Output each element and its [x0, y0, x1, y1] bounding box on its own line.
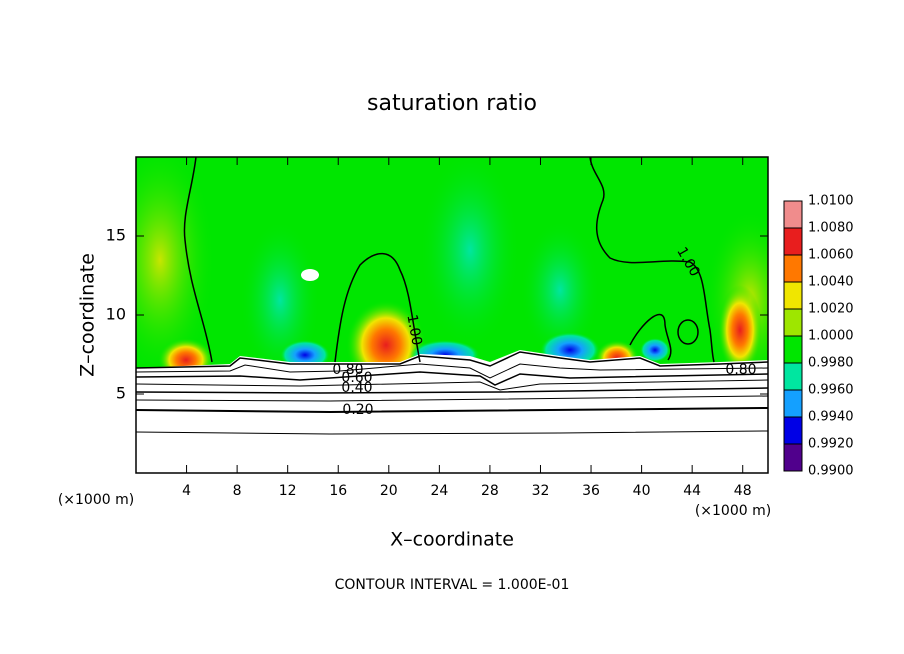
field-warm: [136, 157, 215, 380]
x-tick-label: 44: [683, 483, 701, 499]
y-axis-label: Z–coordinate: [77, 253, 99, 377]
contour-label: 0.60: [341, 370, 372, 386]
colorbar-label: 0.9980: [808, 356, 854, 371]
y-tick-label: 5: [116, 384, 126, 403]
field-cool: [240, 220, 320, 380]
colorbar-band: [784, 363, 802, 390]
colorbar-band: [784, 282, 802, 309]
x-tick-label: 28: [481, 483, 499, 499]
contour-label: 1.00: [403, 313, 424, 346]
field-cool: [520, 220, 600, 360]
contour-label: 0.40: [341, 380, 372, 396]
colorbar-band: [784, 309, 802, 336]
contour-label: 0.20: [342, 402, 373, 418]
x-tick-label: 4: [182, 483, 191, 499]
x-unit-label: (×1000 m): [695, 503, 771, 519]
field: [136, 157, 768, 473]
contour-label: 0.80: [332, 362, 363, 378]
contour-label: 0.80: [725, 362, 756, 378]
field-hot: [718, 285, 762, 375]
colorbar-label: 1.0000: [808, 329, 854, 344]
colorbar-label: 1.0020: [808, 302, 854, 317]
colorbar-label: 1.0100: [808, 194, 854, 209]
x-tick-label: 16: [329, 483, 347, 499]
field-gap: [301, 269, 319, 281]
y-tick-label: 15: [106, 226, 126, 245]
field-cold: [640, 338, 670, 362]
field-cool: [420, 157, 520, 350]
x-tick-label: 32: [532, 483, 550, 499]
x-tick-label: 36: [582, 483, 600, 499]
colorbar-band: [784, 201, 802, 228]
colorbar-label: 0.9960: [808, 383, 854, 398]
chart-title: saturation ratio: [367, 91, 537, 116]
colorbar-band: [784, 390, 802, 417]
colorbar-band: [784, 255, 802, 282]
x-tick-label: 24: [430, 483, 448, 499]
y-unit-label: (×1000 m): [58, 492, 134, 508]
colorbar-band: [784, 444, 802, 471]
x-tick-label: 20: [380, 483, 398, 499]
colorbar-band: [784, 417, 802, 444]
colorbar-label: 0.9900: [808, 464, 854, 479]
y-tick-label: 10: [106, 305, 126, 324]
colorbar-label: 1.0080: [808, 221, 854, 236]
colorbar-label: 1.0040: [808, 275, 854, 290]
colorbar-band: [784, 336, 802, 363]
colorbar-label: 0.9920: [808, 437, 854, 452]
colorbar-band: [784, 228, 802, 255]
footnote: CONTOUR INTERVAL = 1.000E-01: [335, 577, 570, 593]
colorbar-label: 1.0060: [808, 248, 854, 263]
x-tick-label: 12: [279, 483, 297, 499]
x-tick-label: 48: [734, 483, 752, 499]
contour-lines: [136, 157, 768, 435]
x-tick-label: 40: [633, 483, 651, 499]
colorbar-label: 0.9940: [808, 410, 854, 425]
x-axis-label: X–coordinate: [390, 529, 514, 551]
x-tick-label: 8: [233, 483, 242, 499]
